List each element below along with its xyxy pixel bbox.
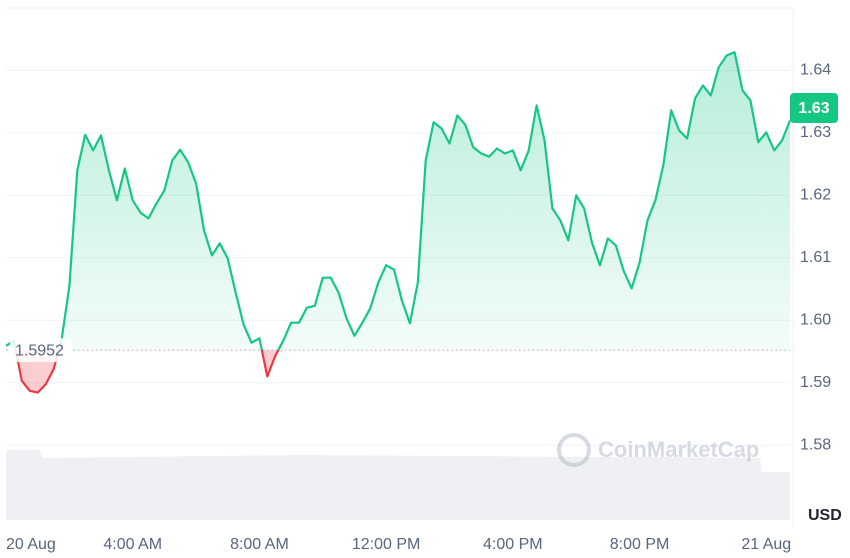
y-tick-label: 1.64: [800, 62, 831, 79]
x-tick-label: 4:00 PM: [483, 536, 543, 553]
x-tick-label: 8:00 AM: [230, 536, 289, 553]
y-tick-label: 1.62: [800, 187, 831, 204]
x-tick-label: 4:00 AM: [103, 536, 162, 553]
x-tick-label: 8:00 PM: [610, 536, 670, 553]
baseline-label: 1.5952: [15, 342, 64, 359]
x-tick-label: 21 Aug: [741, 536, 791, 553]
y-tick-label: 1.61: [800, 249, 831, 266]
y-tick-label: 1.59: [800, 374, 831, 391]
watermark-text: CoinMarketCap: [598, 437, 759, 462]
y-tick-label: 1.63: [800, 124, 831, 141]
price-line: [5, 51, 792, 394]
volume-band: [6, 450, 790, 520]
price-badge-text: 1.63: [798, 100, 829, 117]
y-axis-label: USD: [808, 507, 842, 524]
x-tick-label: 20 Aug: [6, 536, 56, 553]
baseline-label-bg: [10, 338, 72, 363]
watermark-logo: [557, 433, 591, 467]
plot: [5, 51, 792, 394]
price-area: [6, 52, 790, 393]
price-badge: 1.63: [790, 93, 838, 123]
x-tick-label: 12:00 PM: [352, 536, 420, 553]
price-badge-bg: [790, 93, 838, 123]
watermark: CoinMarketCap: [557, 433, 759, 467]
y-tick-label: 1.58: [800, 436, 831, 453]
y-tick-label: 1.60: [800, 311, 831, 328]
